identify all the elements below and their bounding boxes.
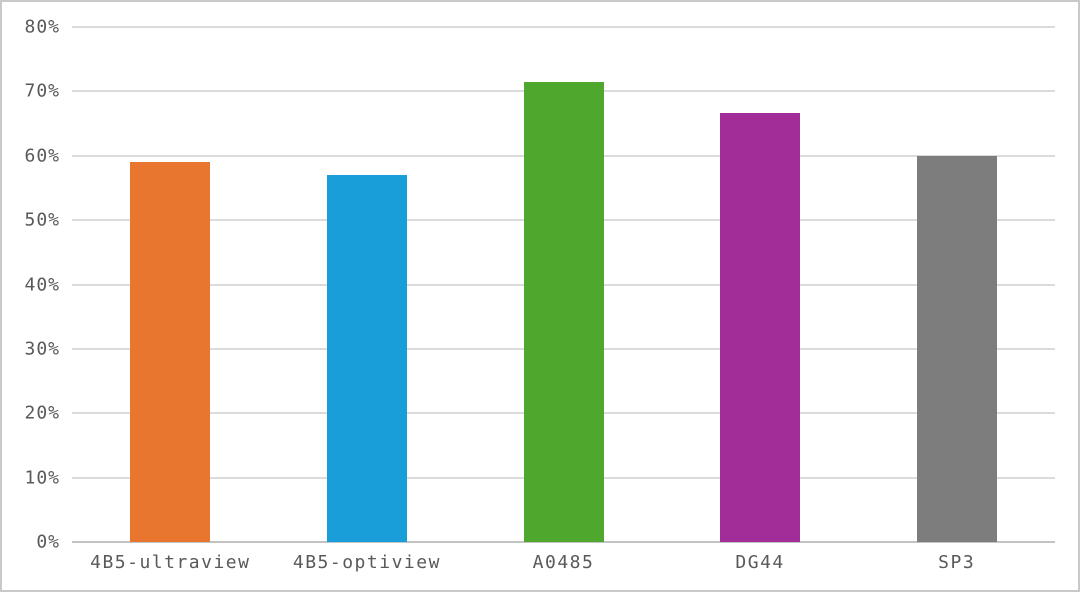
bar-A0485 [523, 81, 604, 542]
y-axis-tick-label: 70% [24, 80, 60, 102]
x-axis-category-label: A0485 [532, 552, 595, 573]
bar-SP3 [916, 155, 997, 542]
x-axis-category-label: DG44 [735, 552, 785, 573]
y-axis-tick-label: 80% [24, 16, 60, 38]
x-axis-category-label: 4B5-optiview [292, 552, 441, 573]
x-axis-category-label: 4B5-ultraview [90, 552, 251, 573]
gridline [72, 26, 1055, 28]
y-axis-tick-label: 50% [24, 209, 60, 231]
y-axis-tick-label: 30% [24, 338, 60, 360]
bar-DG44 [720, 112, 801, 542]
bar-4B5-ultraview [130, 162, 211, 542]
bar-4B5-optiview [326, 175, 407, 542]
y-axis-tick-label: 0% [36, 531, 60, 553]
x-axis-category-label: SP3 [938, 552, 976, 573]
y-axis-tick-label: 10% [24, 467, 60, 489]
y-axis-tick-label: 60% [24, 145, 60, 167]
y-axis-tick-label: 40% [24, 274, 60, 295]
x-axis-line [72, 541, 1055, 543]
plot-area [72, 26, 1055, 543]
y-axis-tick-label: 20% [24, 402, 60, 424]
